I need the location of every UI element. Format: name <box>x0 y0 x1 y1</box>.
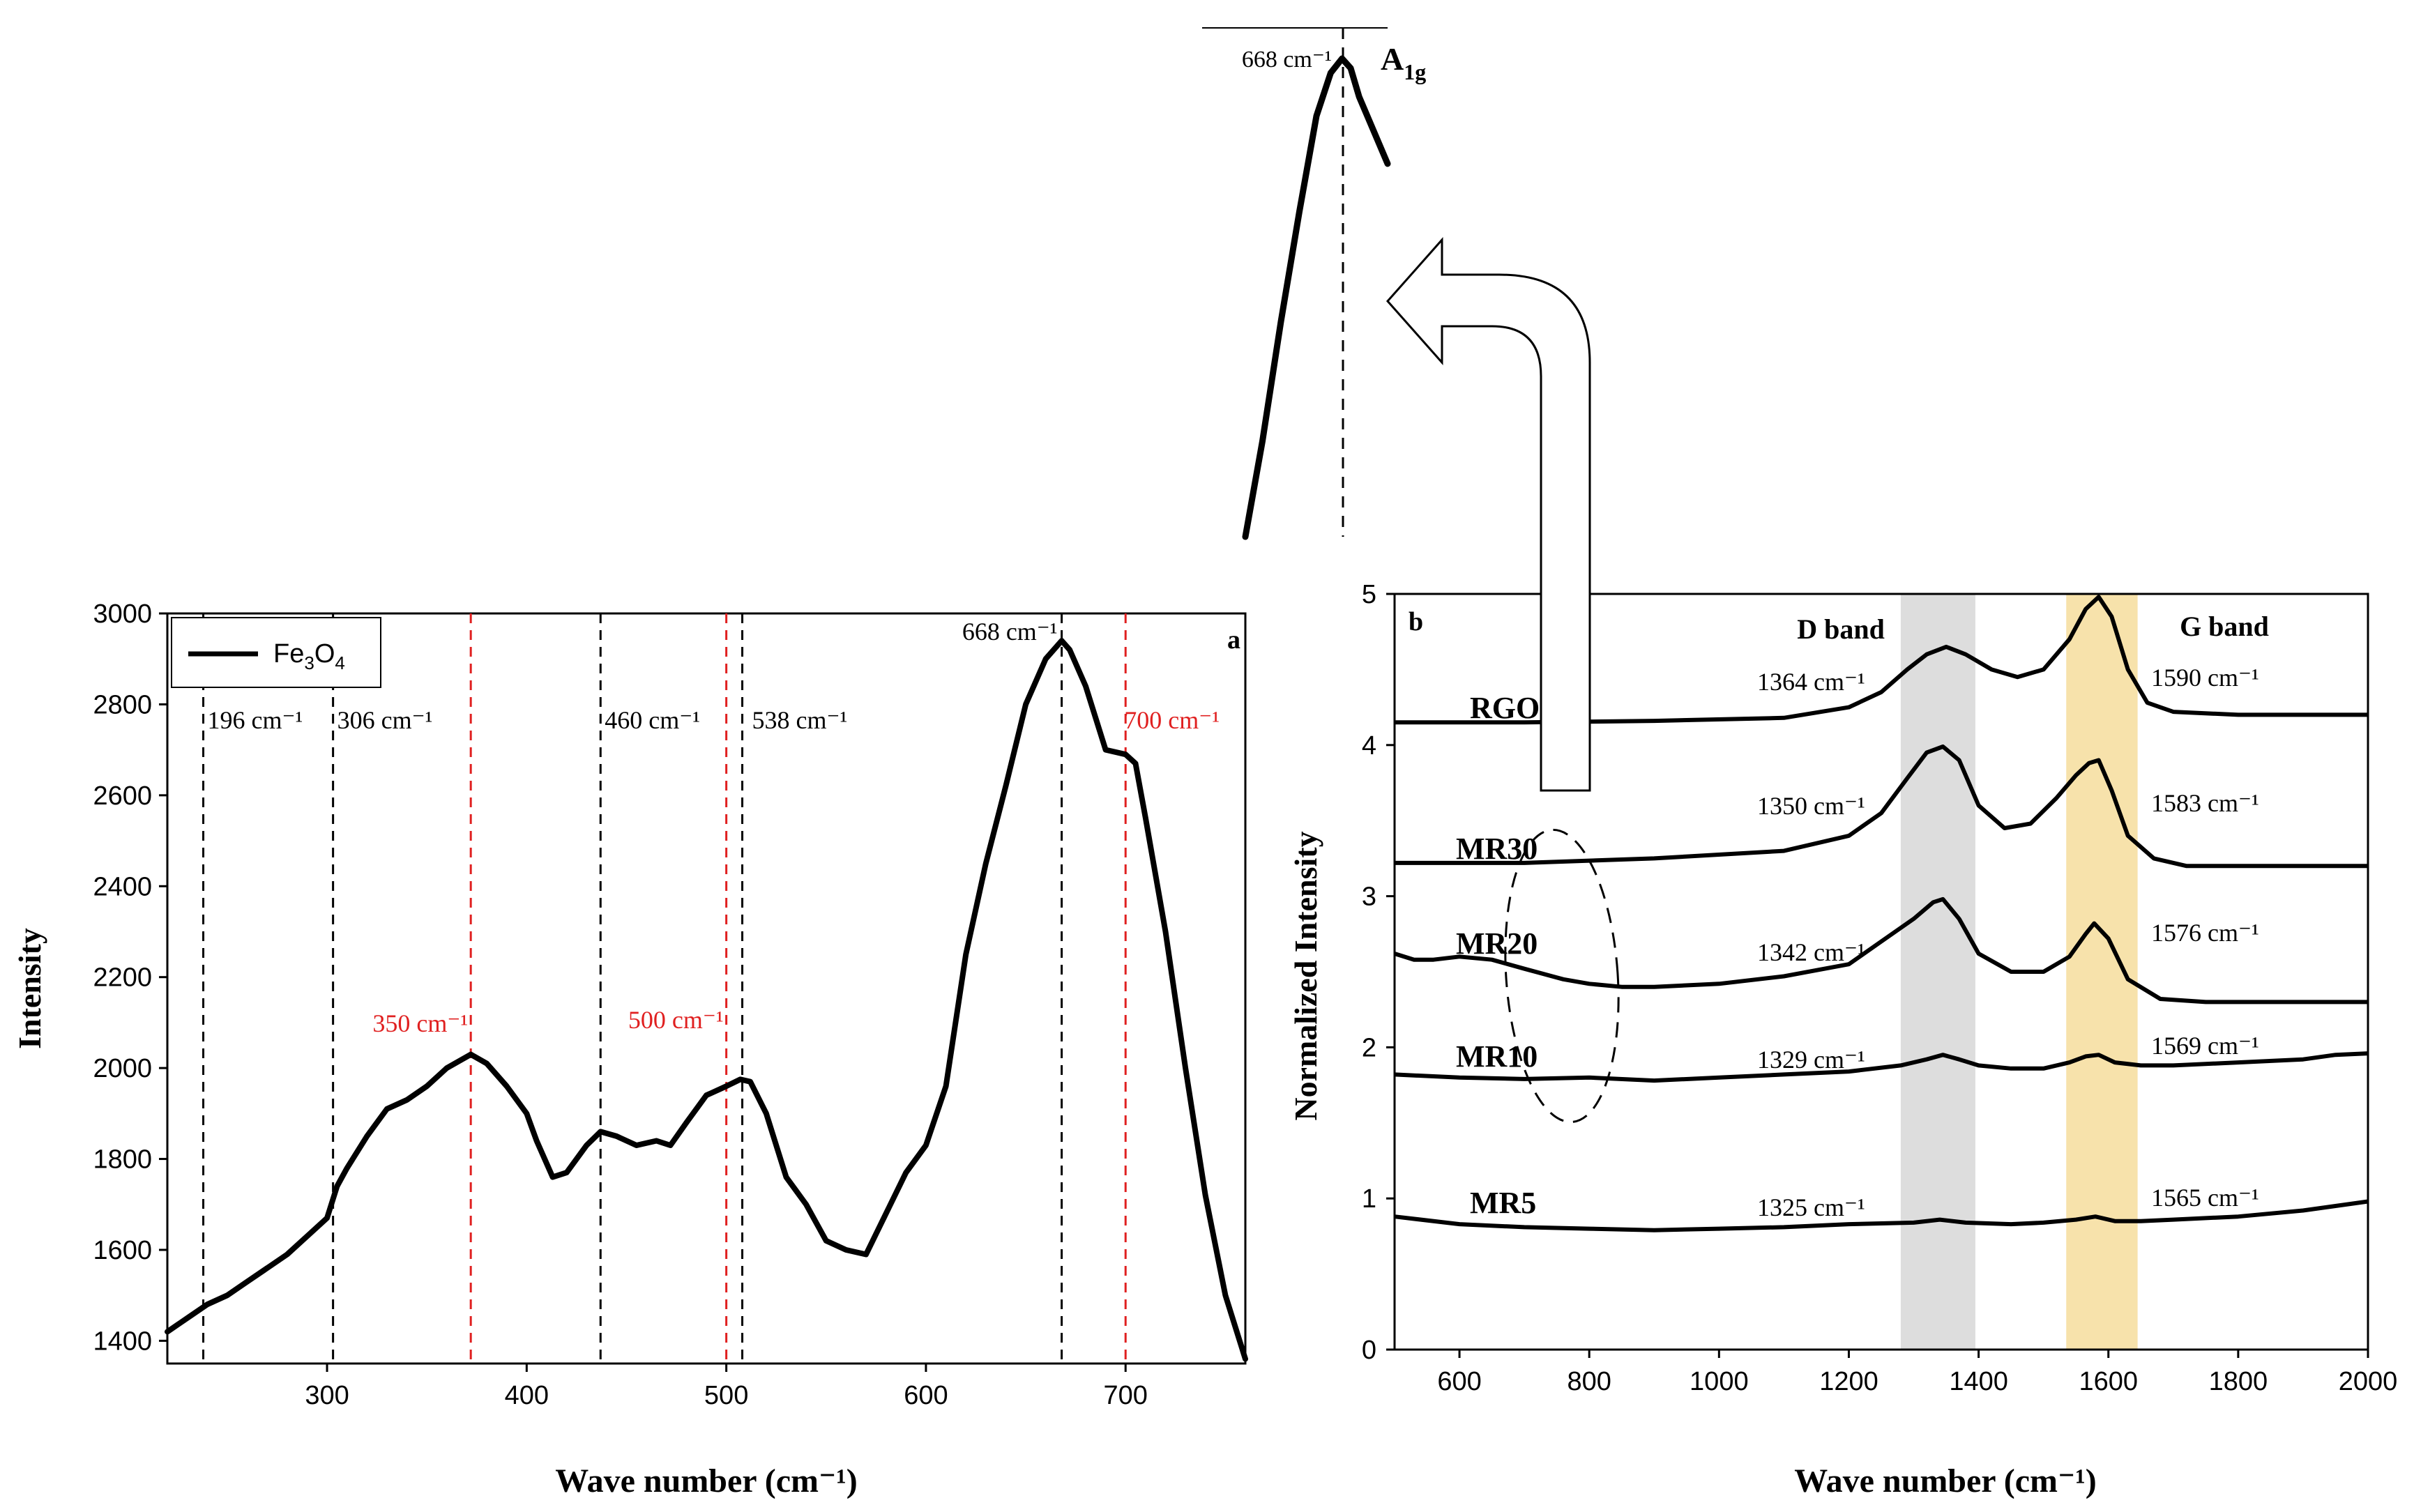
panel-b-series-line-mr30 <box>1395 744 2368 869</box>
panel-b-g-peak-label-mr30: 1583 cm⁻¹ <box>2151 789 2259 817</box>
panel-a-y-tick-label: 2200 <box>93 963 152 993</box>
panel-b-ticks: 0 1 2 3 4 5 600 800 1000 1200 1400 1600 1800 2000 <box>1362 580 2397 1396</box>
panel-a-x-tick-label: 500 <box>704 1381 748 1410</box>
inset-series-line-zoom <box>1242 55 1391 540</box>
panel-b-series-name-mr10: MR10 <box>1456 1039 1538 1074</box>
panel-a-x-tick-label: 700 <box>1104 1381 1148 1410</box>
panel-b-x-tick-label: 1800 <box>2209 1367 2268 1396</box>
panel-b-g-peak-label-mr20: 1576 cm⁻¹ <box>2151 919 2259 947</box>
d-band-label: D band <box>1797 613 1885 645</box>
panel-b-x-tick-label: 1000 <box>1690 1367 1749 1396</box>
panel-b-d-peak-label-rgo: 1364 cm⁻¹ <box>1757 668 1865 696</box>
panel-a-plot-frame <box>166 612 1247 1365</box>
panel-b-series-name-mr20: MR20 <box>1456 926 1538 961</box>
panel-b-series-name-mr5: MR5 <box>1470 1186 1536 1220</box>
panel-b-g-peak-label-rgo: 1590 cm⁻¹ <box>2151 664 2259 692</box>
panel-a-y-tick-label: 3000 <box>93 600 152 629</box>
panel-a-y-tick-label: 2400 <box>93 872 152 901</box>
panel-b-x-axis-title: Wave number (cm⁻¹) <box>1794 1463 2096 1499</box>
panel-b-x-tick-label: 2000 <box>2339 1367 2398 1396</box>
panel-a-y-tick-label: 2800 <box>93 690 152 719</box>
panel-b-x-tick-label: 600 <box>1437 1367 1481 1396</box>
low-frequency-highlight-ellipse <box>1504 828 1620 1124</box>
panel-a-y-tick-label: 1400 <box>93 1327 152 1356</box>
panel-a-peak-label: 306 cm⁻¹ <box>337 706 433 734</box>
legend-label: Fe3O4 <box>273 639 345 673</box>
panel-a-x-tick-label: 600 <box>904 1381 948 1410</box>
panel-a-peak-label: 668 cm⁻¹ <box>962 618 1058 646</box>
panel-a-ticks: 1400 1600 1800 2000 2200 2400 2600 2800 3000 300 4… <box>93 600 1147 1410</box>
panel-b-g-peak-label-mr10: 1569 cm⁻¹ <box>2151 1032 2259 1060</box>
inset-peak-label: 668 cm⁻¹ <box>1242 47 1332 72</box>
panel-b-d-peak-label-mr5: 1325 cm⁻¹ <box>1757 1193 1865 1221</box>
g-band-label: G band <box>2180 611 2269 642</box>
panel-a-label: a <box>1227 625 1240 655</box>
panel-a-y-tick-label: 1600 <box>93 1236 152 1265</box>
panel-a-peak-label: 196 cm⁻¹ <box>208 706 303 734</box>
panel-b-series-name-rgo: RGO <box>1470 691 1540 725</box>
panel-a-y-tick-label: 2600 <box>93 781 152 811</box>
panel-b-label: b <box>1409 607 1423 636</box>
d-band-shading <box>1900 594 1975 1350</box>
panel-a-y-tick-label: 1800 <box>93 1145 152 1175</box>
panel-b-x-tick-label: 1600 <box>2079 1367 2138 1396</box>
panel-b-d-peak-label-mr30: 1350 cm⁻¹ <box>1757 792 1865 820</box>
panel-a-y-axis-title: Intensity <box>12 928 47 1049</box>
panel-a-x-tick-label: 400 <box>505 1381 549 1410</box>
panel-b-series-line-mr20 <box>1394 896 2368 1005</box>
panel-a-legend: Fe3O4 <box>171 617 381 688</box>
panel-b-y-tick-label: 3 <box>1362 883 1376 912</box>
panel-b-g-peak-label-mr5: 1565 cm⁻¹ <box>2151 1184 2259 1212</box>
panel-b-y-axis-title: Normalized Intensity <box>1288 831 1323 1120</box>
panel-b-x-tick-label: 800 <box>1567 1367 1611 1396</box>
panel-a-x-axis-title: Wave number (cm⁻¹) <box>555 1463 857 1499</box>
panel-b-plot-frame <box>1393 593 2369 1351</box>
panel-b-series-line-mr5 <box>1394 1199 2369 1232</box>
panel-b-y-tick-label: 1 <box>1362 1184 1376 1214</box>
panel-a: 196 cm⁻¹ 306 cm⁻¹ 350 cm⁻¹ 460 cm⁻¹ 500 cm⁻¹… <box>12 600 1248 1499</box>
panel-b-series-name-mr30: MR30 <box>1456 832 1538 866</box>
panel-b-x-tick-label: 1400 <box>1949 1367 2008 1396</box>
inset-zoom: 668 cm⁻¹ A1g <box>1202 27 1426 540</box>
zoom-arrow <box>1386 237 1591 792</box>
panel-b-y-tick-label: 4 <box>1362 731 1376 761</box>
panel-b-series-line-mr10 <box>1394 1051 2369 1083</box>
panel-b-y-tick-label: 5 <box>1362 580 1376 609</box>
panel-a-x-tick-label: 300 <box>305 1381 349 1410</box>
panel-b: 0 1 2 3 4 5 600 800 1000 1200 1400 1600 1800 2000 RGO… <box>1288 580 2397 1499</box>
panel-b-y-tick-label: 0 <box>1362 1336 1376 1365</box>
inset-series <box>1242 55 1391 540</box>
panel-b-series: RGO 1364 cm⁻¹ 1590 cm⁻¹ MR30 1350 cm⁻¹ 1583 c… <box>1394 595 2369 1232</box>
a1g-mode-label: A1g <box>1381 41 1426 84</box>
panel-b-x-tick-label: 1200 <box>1819 1367 1878 1396</box>
panel-a-peak-label: 460 cm⁻¹ <box>605 706 700 734</box>
g-band-shading <box>2066 594 2138 1350</box>
panel-b-y-tick-label: 2 <box>1362 1033 1376 1062</box>
panel-b-series-line-rgo <box>1395 595 2368 725</box>
panel-b-d-peak-label-mr20: 1342 cm⁻¹ <box>1757 938 1865 966</box>
panel-a-peak-label: 350 cm⁻¹ <box>372 1009 468 1037</box>
panel-a-y-tick-label: 2000 <box>93 1054 152 1083</box>
panel-a-peak-label: 500 cm⁻¹ <box>628 1006 724 1034</box>
panel-b-d-peak-label-mr10: 1329 cm⁻¹ <box>1757 1046 1865 1074</box>
panel-a-series <box>165 638 1248 1362</box>
panel-a-peak-label: 538 cm⁻¹ <box>752 706 848 734</box>
panel-a-peak-label: 700 cm⁻¹ <box>1124 706 1220 734</box>
panel-a-annotations: 196 cm⁻¹ 306 cm⁻¹ 350 cm⁻¹ 460 cm⁻¹ 500 cm⁻¹… <box>202 613 1220 1364</box>
panel-a-series-line-fe3o4 <box>165 638 1248 1362</box>
